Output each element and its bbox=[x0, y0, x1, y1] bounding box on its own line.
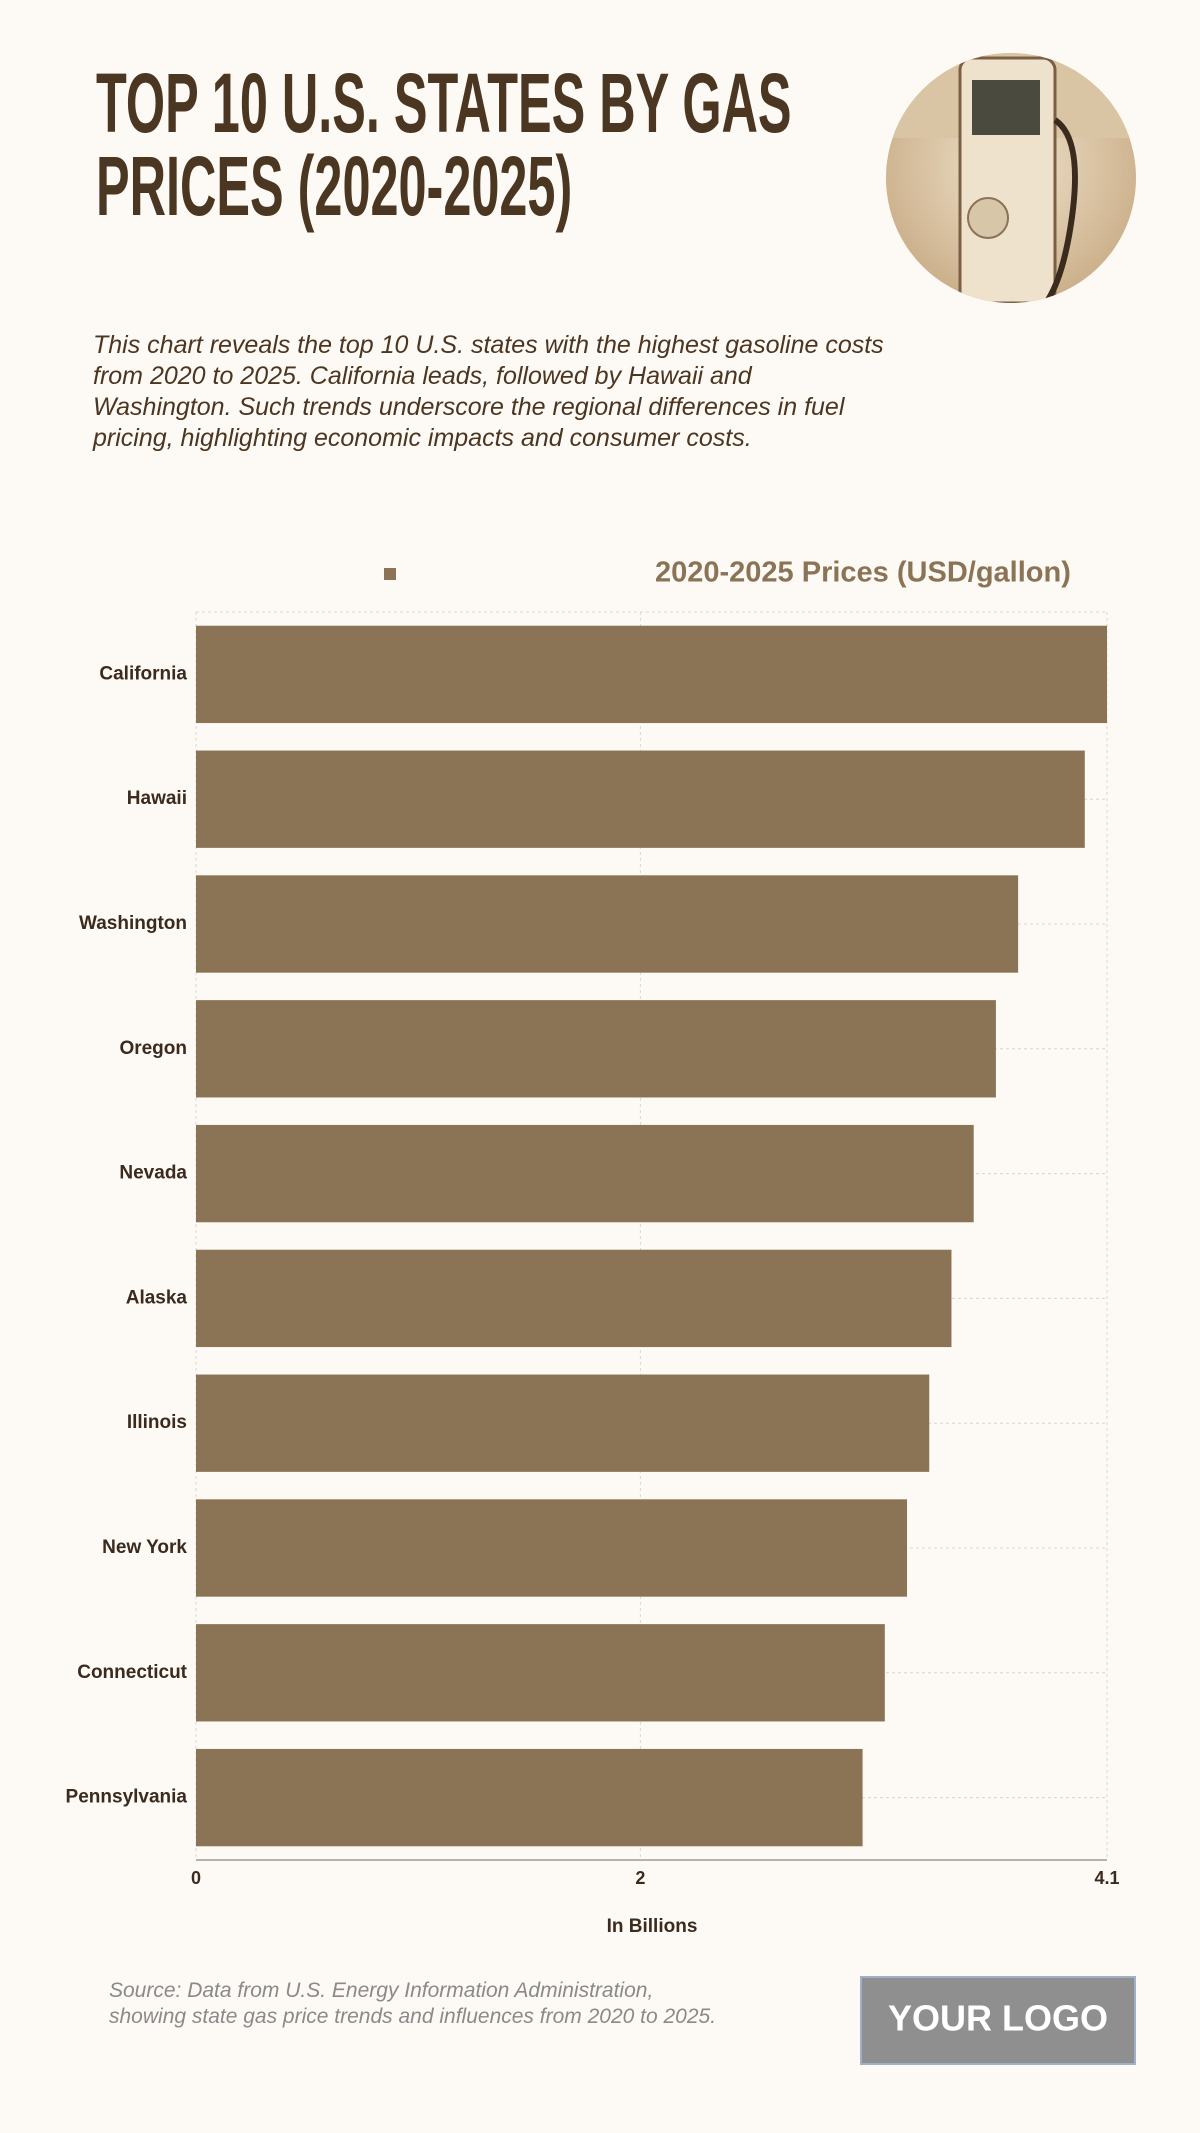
photo bbox=[886, 53, 1136, 303]
x-tick-label: 2 bbox=[635, 1868, 645, 1888]
legend-swatch bbox=[384, 568, 396, 580]
bar bbox=[196, 625, 1107, 724]
bar bbox=[196, 1249, 952, 1348]
legend-label: 2020-2025 Prices (USD/gallon) bbox=[655, 557, 1071, 589]
x-axis-title: In Billions bbox=[607, 1916, 698, 1937]
y-tick-label: Nevada bbox=[119, 1163, 187, 1184]
bar bbox=[196, 750, 1085, 848]
subtitle: This chart reveals the top 10 U.S. state… bbox=[93, 331, 884, 452]
x-tick-label: 4.1 bbox=[1094, 1868, 1119, 1888]
y-tick-label: New York bbox=[102, 1537, 187, 1558]
bar bbox=[196, 1499, 908, 1597]
logo-box bbox=[860, 1976, 1136, 2065]
y-tick-label: Illinois bbox=[127, 1412, 187, 1433]
y-tick-label: Washington bbox=[79, 913, 187, 934]
bar bbox=[196, 1000, 996, 1098]
y-tick-label: Alaska bbox=[126, 1287, 188, 1308]
x-tick-label: 0 bbox=[191, 1868, 201, 1888]
y-tick-label: Oregon bbox=[119, 1038, 187, 1059]
bar bbox=[196, 875, 1019, 973]
y-tick-label: Pennsylvania bbox=[66, 1787, 188, 1808]
logo: YOUR LOGO bbox=[888, 1998, 1108, 2039]
y-tick-label: Hawaii bbox=[127, 788, 187, 809]
bar bbox=[196, 1624, 885, 1722]
bar bbox=[196, 1124, 974, 1223]
y-tick-label: Connecticut bbox=[77, 1662, 187, 1683]
title: TOP 10 U.S. STATES BY GAS PRICES (2020-2… bbox=[96, 56, 792, 233]
bar bbox=[196, 1748, 863, 1847]
source: Source: Data from U.S. Energy Informatio… bbox=[109, 1979, 717, 2028]
bar bbox=[196, 1374, 930, 1472]
y-tick-label: California bbox=[99, 663, 187, 684]
